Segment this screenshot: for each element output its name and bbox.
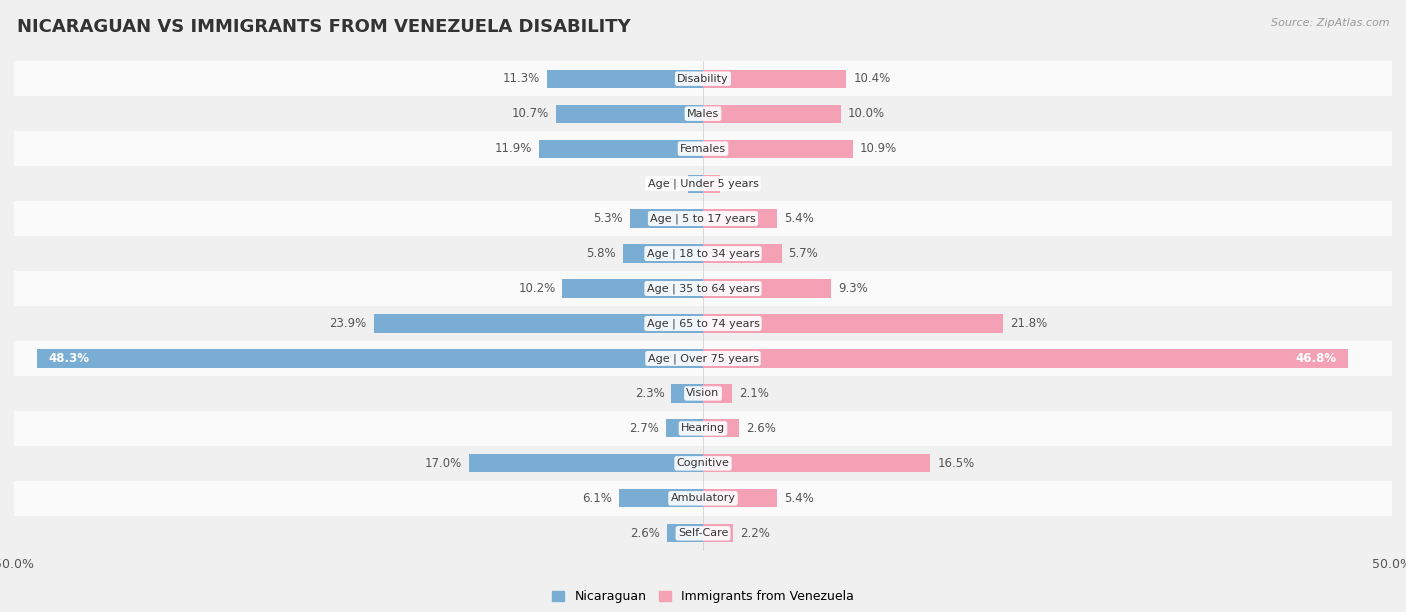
Bar: [14, 96, 1392, 131]
Text: Cognitive: Cognitive: [676, 458, 730, 468]
Bar: [688, 174, 703, 193]
Bar: [703, 524, 734, 542]
Bar: [374, 315, 703, 332]
Bar: [703, 209, 778, 228]
Text: 6.1%: 6.1%: [582, 492, 612, 505]
Bar: [623, 244, 703, 263]
Bar: [703, 489, 778, 507]
Bar: [555, 105, 703, 123]
Bar: [468, 454, 703, 472]
Text: Age | 65 to 74 years: Age | 65 to 74 years: [647, 318, 759, 329]
Bar: [14, 306, 1392, 341]
Text: 2.3%: 2.3%: [634, 387, 665, 400]
Bar: [668, 524, 703, 542]
Bar: [14, 61, 1392, 96]
Text: 16.5%: 16.5%: [938, 457, 974, 470]
Bar: [666, 419, 703, 438]
Text: 10.2%: 10.2%: [519, 282, 555, 295]
Bar: [14, 201, 1392, 236]
Bar: [671, 384, 703, 403]
Text: 2.6%: 2.6%: [630, 527, 661, 540]
Bar: [630, 209, 703, 228]
Text: 23.9%: 23.9%: [329, 317, 367, 330]
Bar: [538, 140, 703, 158]
Text: Age | Over 75 years: Age | Over 75 years: [648, 353, 758, 364]
Text: Age | 5 to 17 years: Age | 5 to 17 years: [650, 214, 756, 224]
Bar: [619, 489, 703, 507]
Text: 21.8%: 21.8%: [1011, 317, 1047, 330]
Bar: [703, 315, 1004, 332]
Text: 2.7%: 2.7%: [628, 422, 659, 435]
Bar: [14, 341, 1392, 376]
Text: 1.2%: 1.2%: [727, 177, 756, 190]
Bar: [703, 105, 841, 123]
Text: NICARAGUAN VS IMMIGRANTS FROM VENEZUELA DISABILITY: NICARAGUAN VS IMMIGRANTS FROM VENEZUELA …: [17, 18, 631, 36]
Text: 5.4%: 5.4%: [785, 492, 814, 505]
Text: Self-Care: Self-Care: [678, 528, 728, 539]
Bar: [14, 131, 1392, 166]
Text: 48.3%: 48.3%: [48, 352, 90, 365]
Legend: Nicaraguan, Immigrants from Venezuela: Nicaraguan, Immigrants from Venezuela: [547, 585, 859, 608]
Text: 2.6%: 2.6%: [745, 422, 776, 435]
Text: Females: Females: [681, 144, 725, 154]
Bar: [703, 349, 1348, 368]
Bar: [703, 174, 720, 193]
Text: 5.8%: 5.8%: [586, 247, 616, 260]
Text: Age | 18 to 34 years: Age | 18 to 34 years: [647, 248, 759, 259]
Text: 5.4%: 5.4%: [785, 212, 814, 225]
Bar: [14, 271, 1392, 306]
Text: 5.7%: 5.7%: [789, 247, 818, 260]
Bar: [14, 236, 1392, 271]
Text: 1.1%: 1.1%: [651, 177, 681, 190]
Bar: [703, 454, 931, 472]
Bar: [14, 411, 1392, 446]
Bar: [703, 244, 782, 263]
Bar: [703, 280, 831, 297]
Text: Age | Under 5 years: Age | Under 5 years: [648, 178, 758, 189]
Bar: [38, 349, 703, 368]
Text: 10.4%: 10.4%: [853, 72, 890, 85]
Bar: [14, 446, 1392, 481]
Text: 2.2%: 2.2%: [740, 527, 770, 540]
Text: 11.9%: 11.9%: [495, 142, 531, 155]
Text: 11.3%: 11.3%: [503, 72, 540, 85]
Text: Vision: Vision: [686, 389, 720, 398]
Bar: [547, 70, 703, 88]
Bar: [14, 481, 1392, 516]
Text: 17.0%: 17.0%: [425, 457, 461, 470]
Text: Disability: Disability: [678, 73, 728, 84]
Text: Ambulatory: Ambulatory: [671, 493, 735, 503]
Text: 9.3%: 9.3%: [838, 282, 868, 295]
Bar: [562, 280, 703, 297]
Text: 46.8%: 46.8%: [1296, 352, 1337, 365]
Bar: [703, 419, 738, 438]
Bar: [14, 166, 1392, 201]
Text: 2.1%: 2.1%: [738, 387, 769, 400]
Bar: [14, 376, 1392, 411]
Text: 10.0%: 10.0%: [848, 107, 884, 120]
Text: Age | 35 to 64 years: Age | 35 to 64 years: [647, 283, 759, 294]
Bar: [703, 70, 846, 88]
Bar: [703, 384, 733, 403]
Text: Males: Males: [688, 109, 718, 119]
Text: 5.3%: 5.3%: [593, 212, 623, 225]
Bar: [703, 140, 853, 158]
Text: Hearing: Hearing: [681, 424, 725, 433]
Text: Source: ZipAtlas.com: Source: ZipAtlas.com: [1271, 18, 1389, 28]
Bar: [14, 516, 1392, 551]
Text: 10.9%: 10.9%: [860, 142, 897, 155]
Text: 10.7%: 10.7%: [512, 107, 548, 120]
